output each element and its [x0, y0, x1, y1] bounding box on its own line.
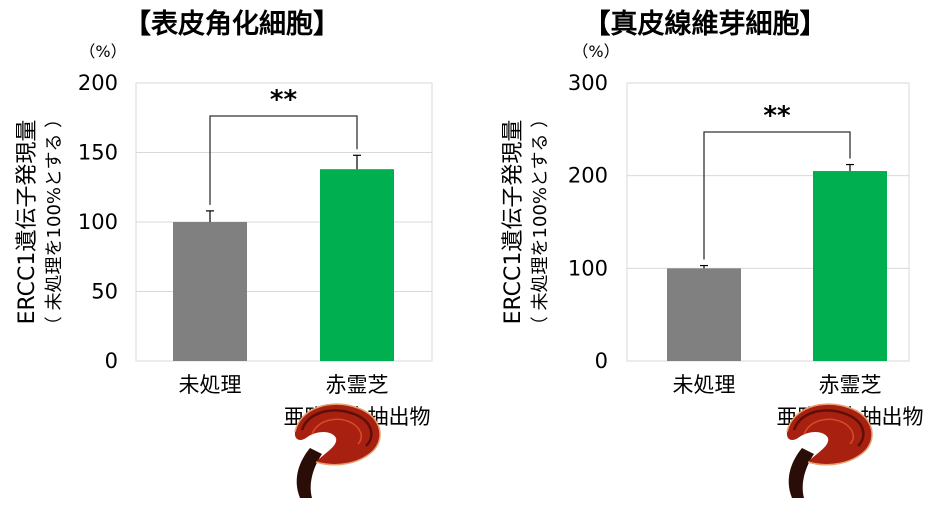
significance-label: **	[270, 85, 298, 115]
y-axis-label-note: （ 未処理を100%とする ）	[44, 110, 65, 334]
x-category-label: 赤霊芝	[819, 373, 882, 397]
y-tick-label: 300	[568, 71, 608, 95]
unit-label: （%）	[572, 42, 619, 61]
y-tick-label: 0	[595, 349, 608, 373]
chart-title: 【表皮角化細胞】	[124, 8, 340, 40]
y-tick-label: 100	[78, 210, 118, 234]
unit-label: （%）	[79, 42, 126, 61]
y-axis-label: ERCC1遺伝子発現量	[15, 120, 40, 325]
y-tick-label: 50	[91, 280, 118, 304]
x-category-label: 未処理	[179, 373, 242, 397]
y-axis-label: ERCC1遺伝子発現量	[501, 120, 526, 325]
significance-bracket	[209, 115, 358, 205]
reishi-mushroom-icon	[786, 403, 873, 498]
chart-right: 【真皮線維芽細胞】 （%） ERCC1遺伝子発現量 （ 未処理を100%とする …	[501, 8, 924, 498]
y-tick-label: 150	[78, 141, 118, 165]
chart-panel-right: 【真皮線維芽細胞】 （%） ERCC1遺伝子発現量 （ 未処理を100%とする …	[470, 0, 940, 515]
chart-panel-left: 【表皮角化細胞】 （%） ERCC1遺伝子発現量 （ 未処理を100%とする ）…	[0, 0, 470, 515]
y-tick-label: 100	[568, 256, 608, 280]
y-axis-label-note: （ 未処理を100%とする ）	[530, 110, 551, 334]
y-tick-label: 200	[568, 164, 608, 188]
y-tick-label: 200	[78, 71, 118, 95]
chart-title: 【真皮線維芽細胞】	[584, 8, 827, 40]
chart-left: 【表皮角化細胞】 （%） ERCC1遺伝子発現量 （ 未処理を100%とする ）…	[15, 8, 433, 498]
significance-label: **	[763, 101, 791, 131]
bar	[667, 268, 741, 361]
y-tick-label: 0	[105, 349, 118, 373]
reishi-mushroom-icon	[294, 403, 381, 498]
significance-bracket	[703, 131, 851, 260]
bar	[173, 222, 247, 361]
bar	[320, 169, 394, 361]
x-category-label: 赤霊芝	[326, 373, 389, 397]
x-category-label: 未処理	[673, 373, 736, 397]
bar	[813, 171, 887, 361]
